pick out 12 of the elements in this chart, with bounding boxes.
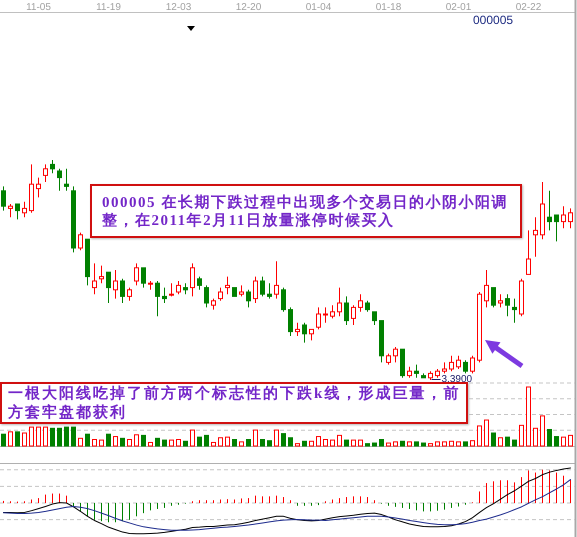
x-tick-label: 12-20 [236,2,262,13]
chart-title: 000005 [473,13,514,27]
x-tick-label: 11-19 [96,2,122,13]
x-tick-label: 02-22 [516,2,542,13]
annotation: 3.3900 [442,374,473,385]
x-tick-label: 12-03 [166,2,192,13]
x-tick-label: 02-01 [446,2,472,13]
x-tick-label: 11-05 [26,2,52,13]
annotation: 000005 在长期下跌过程中出现多个交易日的小阴小阳调整，在2011年2月11日放量涨停时候买入 [90,184,522,238]
x-tick-label: 01-04 [306,2,332,13]
x-tick-label: 01-18 [376,2,402,13]
annotation: 一根大阳线吃掉了前方两个标志性的下跌k线，形成巨量，前方套牢盘都获利 [8,386,460,420]
